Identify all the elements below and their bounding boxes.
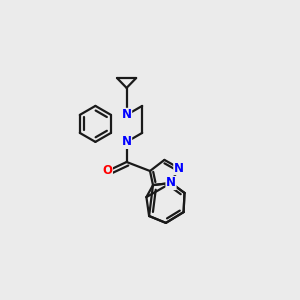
Text: N: N	[166, 176, 176, 190]
Text: N: N	[122, 135, 132, 148]
Text: N: N	[174, 161, 184, 175]
Text: O: O	[102, 164, 112, 178]
Text: N: N	[122, 108, 132, 122]
